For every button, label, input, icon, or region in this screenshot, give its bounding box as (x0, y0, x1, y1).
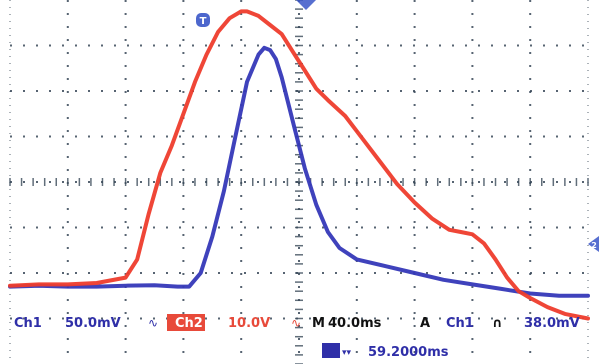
delay-marker-icon: ▾▾ (342, 348, 352, 358)
trigger-position-marker: T (196, 13, 210, 27)
timebase-prefix: M (312, 316, 325, 331)
ch2-coupling-icon: ∿ (148, 316, 158, 330)
trigger-mode: A (420, 316, 430, 331)
ch1-label: Ch1 (14, 316, 42, 331)
ch1-scale: 50.0mV (65, 316, 121, 331)
trace-ch1 (8, 45, 590, 298)
delay-value: 59.2000ms (368, 345, 449, 360)
trigger-position-label: T (200, 16, 207, 27)
graticule (9, 0, 589, 364)
trigger-level-arrow-icon (296, 0, 316, 10)
ch2-ground-label: 2 (591, 241, 597, 250)
trace-ch2 (8, 9, 590, 321)
ch2-badge (167, 314, 205, 331)
trigger-edge-icon: ∩ (492, 316, 503, 331)
delay-marker-badge (322, 343, 340, 358)
ch2-bw-icon: ∿ (291, 316, 301, 330)
ch2-label: Ch2 (175, 316, 203, 331)
timebase-value: 40.0ms (328, 316, 382, 331)
waveform-traces (8, 9, 590, 321)
ch2-scale: 10.0V (228, 316, 270, 331)
trigger-source: Ch1 (446, 316, 474, 331)
ch2-ground-marker: 2 (588, 236, 599, 252)
trigger-level: 38.0mV (524, 316, 580, 331)
